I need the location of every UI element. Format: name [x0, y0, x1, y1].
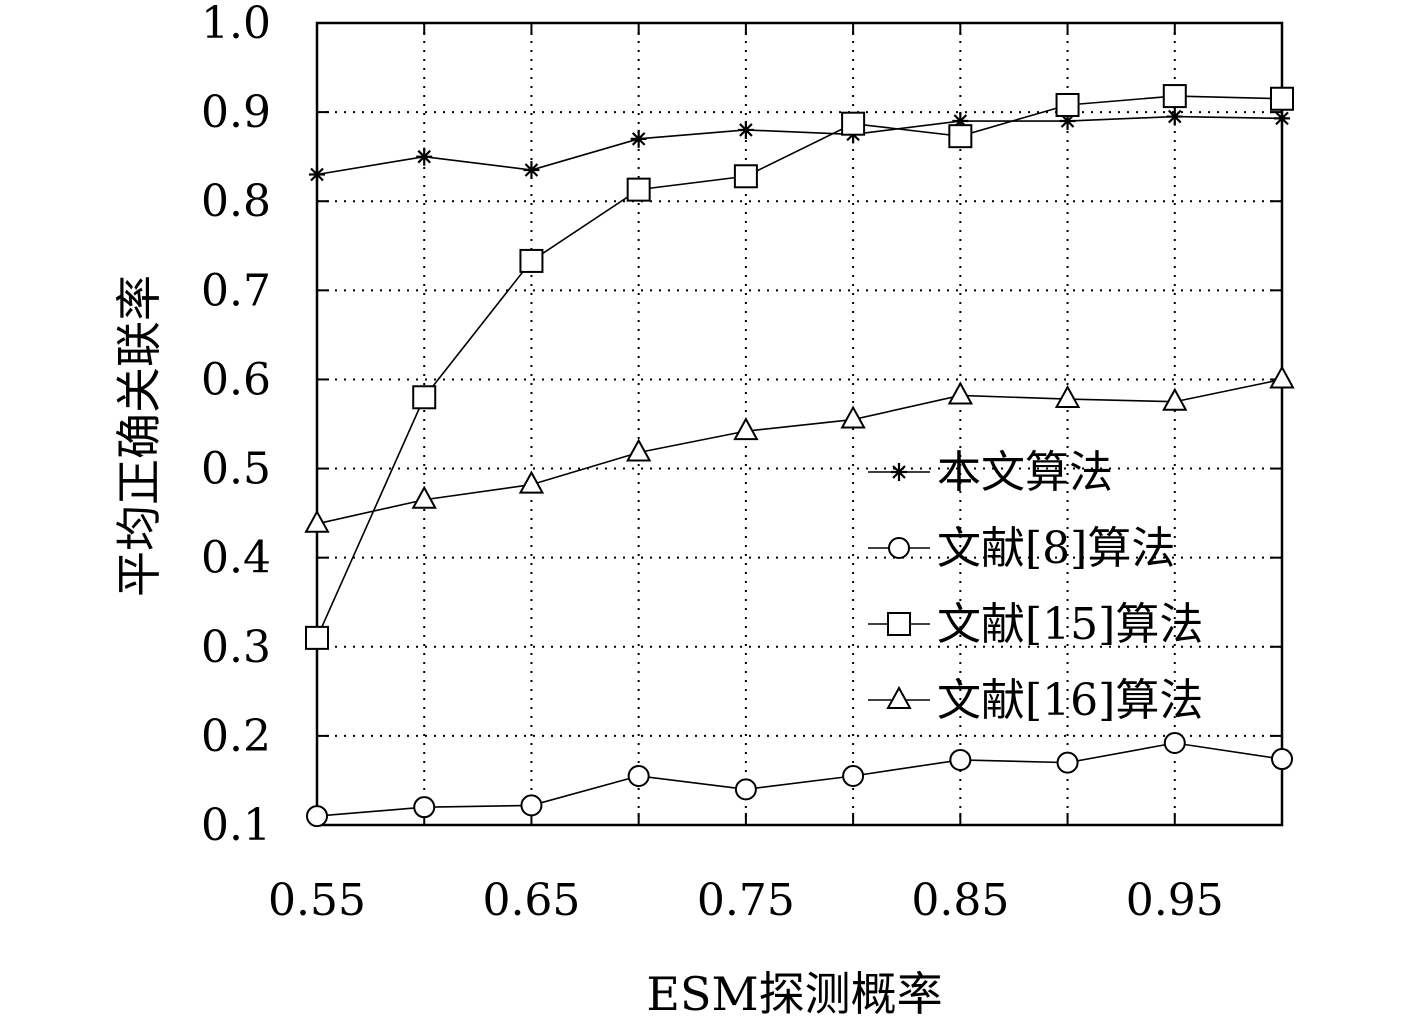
plot-frame: [315, 21, 1284, 827]
y-tick-label: 1.0: [201, 0, 271, 49]
y-axis-title: 平均正确关联率: [112, 275, 166, 597]
series-line-star: [316, 115, 1283, 176]
data-point-triangle: [1054, 384, 1081, 409]
y-tick-label: 0.7: [201, 265, 271, 316]
data-point-triangle: [947, 381, 974, 405]
x-tick-labels: 0.55 0.65 0.75 0.85 0.95: [268, 875, 1224, 926]
data-point-triangle: [411, 485, 437, 509]
data-point-circle: [306, 805, 328, 828]
data-point-circle: [1163, 732, 1186, 755]
y-tick-label: 0.8: [201, 176, 271, 227]
series-line-triangle: [316, 378, 1283, 525]
y-tick-label: 0.3: [201, 622, 271, 673]
series-line-circle: [316, 742, 1283, 817]
data-point-star: [630, 129, 647, 148]
series: [304, 84, 1295, 828]
y-tick-label: 0.2: [201, 711, 271, 762]
x-tick-label: 0.75: [697, 875, 795, 926]
data-point-star: [1166, 107, 1183, 126]
data-point-triangle: [304, 509, 330, 533]
y-tick-label: 0.5: [201, 444, 271, 495]
legend-label: 本文算法: [937, 447, 1113, 498]
x-tick-label: 0.95: [1126, 875, 1224, 926]
data-point-circle: [520, 794, 543, 817]
data-point-triangle: [733, 417, 759, 441]
data-point-triangle: [1162, 387, 1188, 411]
data-point-square: [626, 177, 651, 202]
x-tick-label: 0.65: [482, 875, 580, 926]
data-point-square: [1162, 84, 1187, 109]
data-point-triangle: [518, 470, 545, 494]
data-point-circle: [949, 748, 972, 771]
data-point-square: [412, 385, 437, 410]
legend-entry: 文献[15]算法: [868, 599, 1203, 650]
data-point-square: [841, 111, 866, 136]
series-line-square: [316, 95, 1283, 639]
data-point-circle: [1271, 748, 1293, 771]
data-point-square: [305, 625, 329, 650]
data-point-square: [1270, 86, 1294, 111]
x-axis-title: ESM探测概率: [646, 967, 942, 1021]
legend-marker-square: [887, 612, 911, 636]
legend-entry: 本文算法: [868, 447, 1113, 498]
legend-marker-star: [891, 463, 907, 481]
y-tick-label: 0.6: [201, 354, 271, 405]
data-point-triangle: [840, 405, 866, 429]
data-point-square: [733, 164, 758, 189]
series-square: [305, 84, 1294, 650]
data-point-star: [737, 120, 754, 139]
legend-label: 文献[15]算法: [937, 599, 1203, 650]
data-point-triangle: [1269, 365, 1295, 389]
data-point-circle: [734, 778, 757, 801]
y-tick-label: 0.1: [201, 800, 271, 851]
legend-label: 文献[8]算法: [937, 523, 1175, 574]
y-tick-labels: 0.1 0.2 0.3 0.4 0.5 0.6 0.7 0.8 0.9 1.0: [201, 0, 271, 851]
data-point-square: [519, 248, 544, 273]
data-point-circle: [627, 764, 650, 787]
y-tick-label: 0.4: [201, 533, 271, 584]
data-point-star: [309, 165, 325, 184]
data-point-square: [948, 124, 973, 149]
data-point-triangle: [625, 438, 652, 462]
axis-ticks: [317, 23, 1282, 825]
legend-marker-triangle: [886, 685, 912, 709]
data-point-square: [1055, 92, 1080, 117]
data-point-circle: [413, 796, 436, 819]
legend-entry: 文献[16]算法: [868, 675, 1203, 726]
series-star: [309, 107, 1290, 184]
data-point-circle: [1056, 751, 1079, 774]
data-point-star: [416, 147, 433, 166]
data-point-star: [523, 161, 540, 180]
y-tick-label: 0.9: [201, 87, 271, 138]
legend-marker-circle: [888, 537, 910, 559]
data-point-circle: [842, 764, 865, 787]
series-triangle: [304, 365, 1295, 533]
series-circle: [306, 732, 1293, 828]
x-tick-label: 0.55: [268, 875, 366, 926]
legend-label: 文献[16]算法: [937, 675, 1203, 726]
x-tick-label: 0.85: [911, 875, 1009, 926]
legend-entry: 文献[8]算法: [868, 523, 1175, 574]
data-point-star: [1274, 109, 1290, 128]
